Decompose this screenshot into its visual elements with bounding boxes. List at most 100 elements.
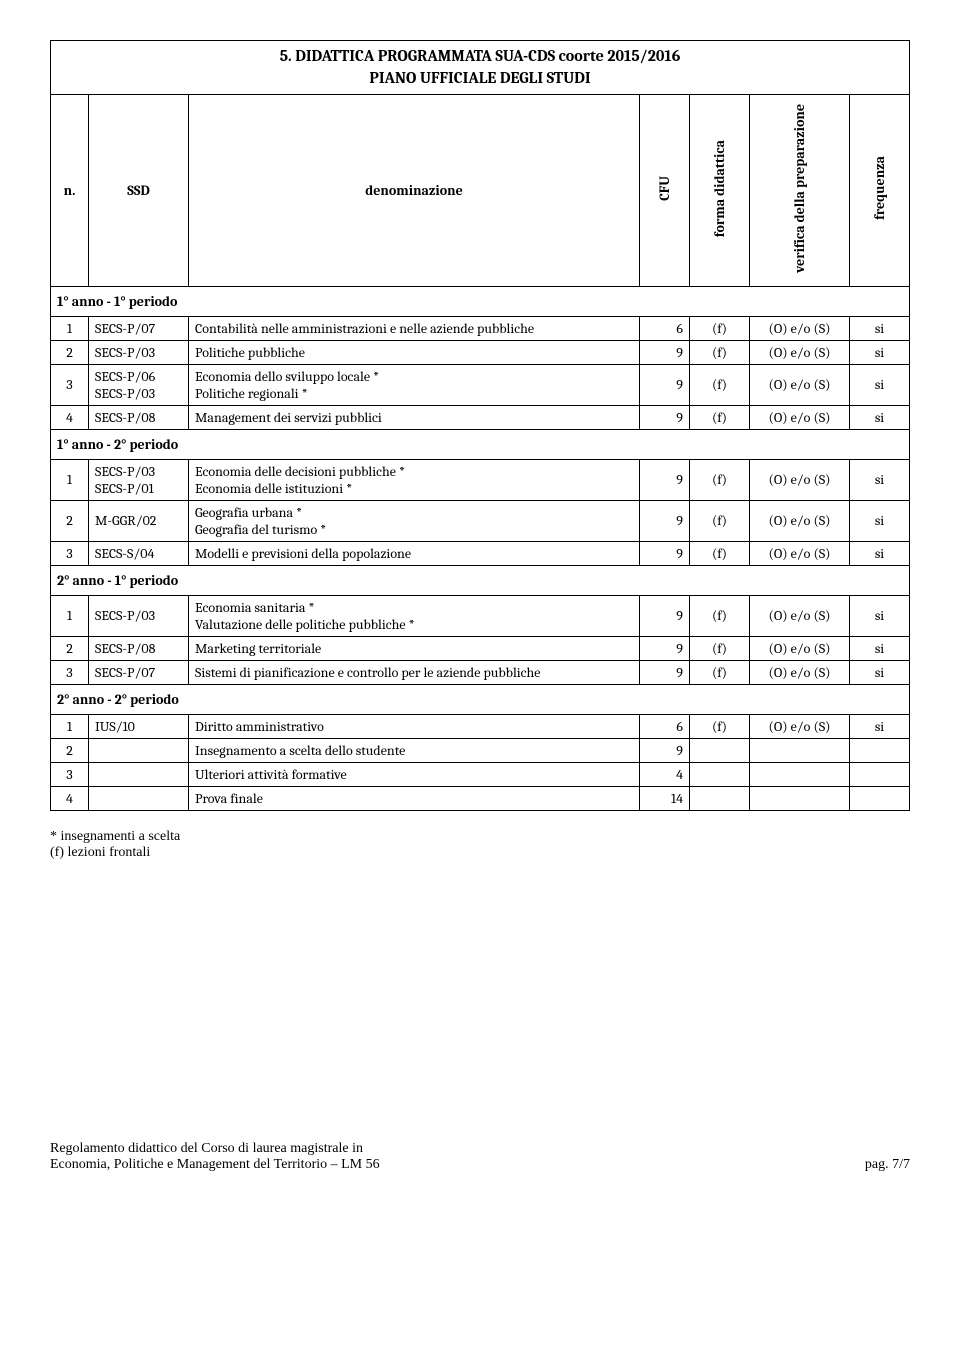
table-row: 3SECS-P/07Sistemi di pianificazione e co… (51, 660, 910, 684)
notes: * insegnamenti a scelta (f) lezioni fron… (50, 829, 910, 861)
cell-denom: Marketing territoriale (189, 636, 640, 660)
cell-ssd (89, 738, 189, 762)
cell-n: 2 (51, 738, 89, 762)
cell-cfu: 9 (640, 541, 690, 565)
footer-right: pag. 7/7 (865, 1157, 910, 1173)
cell-ssd: SECS-P/07 (89, 316, 189, 340)
table-row: 3SECS-S/04Modelli e previsioni della pop… (51, 541, 910, 565)
note-line1: * insegnamenti a scelta (50, 829, 910, 845)
cell-ssd: SECS-P/06SECS-P/03 (89, 364, 189, 405)
col-forma: forma didattica (690, 94, 750, 286)
cell-verifica (750, 786, 850, 810)
cell-denom: Sistemi di pianificazione e controllo pe… (189, 660, 640, 684)
cell-denom: Economia dello sviluppo locale *Politich… (189, 364, 640, 405)
section-label: 1° anno - 2° periodo (51, 429, 910, 459)
curriculum-table: n. SSD denominazione CFU forma didattica… (50, 94, 910, 811)
cell-verifica: (O) e/o (S) (750, 500, 850, 541)
cell-cfu: 9 (640, 595, 690, 636)
table-row: 2SECS-P/08Marketing territoriale9(f)(O) … (51, 636, 910, 660)
note-line2: (f) lezioni frontali (50, 845, 910, 861)
cell-freq: si (850, 714, 910, 738)
cell-n: 4 (51, 405, 89, 429)
cell-ssd: SECS-P/08 (89, 636, 189, 660)
cell-n: 3 (51, 541, 89, 565)
page-title: 5. DIDATTICA PROGRAMMATA SUA-CDS coorte … (50, 40, 910, 94)
cell-n: 3 (51, 660, 89, 684)
cell-verifica: (O) e/o (S) (750, 541, 850, 565)
cell-cfu: 14 (640, 786, 690, 810)
footer-left-line2: Economia, Politiche e Management del Ter… (50, 1157, 380, 1173)
table-row: 2M-GGR/02Geografia urbana *Geografia del… (51, 500, 910, 541)
cell-cfu: 9 (640, 459, 690, 500)
cell-denom: Ulteriori attività formative (189, 762, 640, 786)
cell-denom: Management dei servizi pubblici (189, 405, 640, 429)
cell-n: 1 (51, 316, 89, 340)
table-row: 1IUS/10Diritto amministrativo6(f)(O) e/o… (51, 714, 910, 738)
section-row: 1° anno - 2° periodo (51, 429, 910, 459)
cell-ssd: SECS-P/08 (89, 405, 189, 429)
cell-freq: si (850, 459, 910, 500)
cell-freq: si (850, 500, 910, 541)
cell-n: 3 (51, 364, 89, 405)
cell-n: 2 (51, 340, 89, 364)
table-row: 1SECS-P/03SECS-P/01Economia delle decisi… (51, 459, 910, 500)
cell-denom: Contabilità nelle amministrazioni e nell… (189, 316, 640, 340)
footer-left: Regolamento didattico del Corso di laure… (50, 1141, 380, 1173)
cell-ssd: SECS-P/03SECS-P/01 (89, 459, 189, 500)
table-row: 2SECS-P/03Politiche pubbliche9(f)(O) e/o… (51, 340, 910, 364)
cell-forma: (f) (690, 340, 750, 364)
cell-cfu: 9 (640, 405, 690, 429)
cell-forma (690, 762, 750, 786)
cell-denom: Prova finale (189, 786, 640, 810)
cell-freq: si (850, 364, 910, 405)
cell-n: 1 (51, 595, 89, 636)
cell-cfu: 9 (640, 636, 690, 660)
cell-forma (690, 738, 750, 762)
footer-left-line1: Regolamento didattico del Corso di laure… (50, 1141, 380, 1157)
cell-forma: (f) (690, 714, 750, 738)
cell-forma: (f) (690, 405, 750, 429)
cell-cfu: 9 (640, 500, 690, 541)
cell-freq (850, 786, 910, 810)
table-row: 3Ulteriori attività formative4 (51, 762, 910, 786)
cell-verifica (750, 762, 850, 786)
cell-forma (690, 786, 750, 810)
col-denom: denominazione (189, 94, 640, 286)
cell-n: 3 (51, 762, 89, 786)
section-row: 1° anno - 1° periodo (51, 286, 910, 316)
cell-verifica: (O) e/o (S) (750, 405, 850, 429)
cell-cfu: 6 (640, 316, 690, 340)
cell-n: 4 (51, 786, 89, 810)
cell-denom: Economia delle decisioni pubbliche *Econ… (189, 459, 640, 500)
cell-freq: si (850, 405, 910, 429)
cell-ssd (89, 762, 189, 786)
table-row: 3SECS-P/06SECS-P/03Economia dello svilup… (51, 364, 910, 405)
section-label: 1° anno - 1° periodo (51, 286, 910, 316)
table-row: 4SECS-P/08Management dei servizi pubblic… (51, 405, 910, 429)
col-n: n. (51, 94, 89, 286)
section-label: 2° anno - 1° periodo (51, 565, 910, 595)
section-row: 2° anno - 1° periodo (51, 565, 910, 595)
cell-verifica: (O) e/o (S) (750, 636, 850, 660)
cell-cfu: 6 (640, 714, 690, 738)
cell-verifica: (O) e/o (S) (750, 595, 850, 636)
cell-freq: si (850, 340, 910, 364)
cell-cfu: 9 (640, 738, 690, 762)
cell-verifica: (O) e/o (S) (750, 316, 850, 340)
cell-forma: (f) (690, 364, 750, 405)
cell-freq (850, 762, 910, 786)
cell-cfu: 9 (640, 660, 690, 684)
cell-denom: Insegnamento a scelta dello studente (189, 738, 640, 762)
title-line2: PIANO UFFICIALE DEGLI STUDI (369, 69, 590, 87)
cell-freq: si (850, 660, 910, 684)
cell-ssd: SECS-P/03 (89, 595, 189, 636)
table-row: 2 Insegnamento a scelta dello studente9 (51, 738, 910, 762)
col-freq: frequenza (850, 94, 910, 286)
cell-denom: Geografia urbana *Geografia del turismo … (189, 500, 640, 541)
cell-forma: (f) (690, 500, 750, 541)
cell-ssd: M-GGR/02 (89, 500, 189, 541)
cell-denom: Politiche pubbliche (189, 340, 640, 364)
cell-freq: si (850, 316, 910, 340)
cell-verifica (750, 738, 850, 762)
cell-forma: (f) (690, 459, 750, 500)
